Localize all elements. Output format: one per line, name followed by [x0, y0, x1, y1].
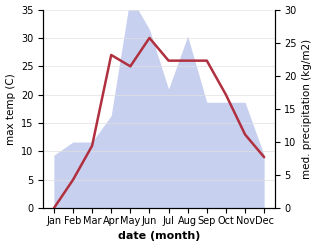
X-axis label: date (month): date (month)	[118, 231, 200, 242]
Y-axis label: med. precipitation (kg/m2): med. precipitation (kg/m2)	[302, 39, 313, 179]
Y-axis label: max temp (C): max temp (C)	[5, 73, 16, 145]
